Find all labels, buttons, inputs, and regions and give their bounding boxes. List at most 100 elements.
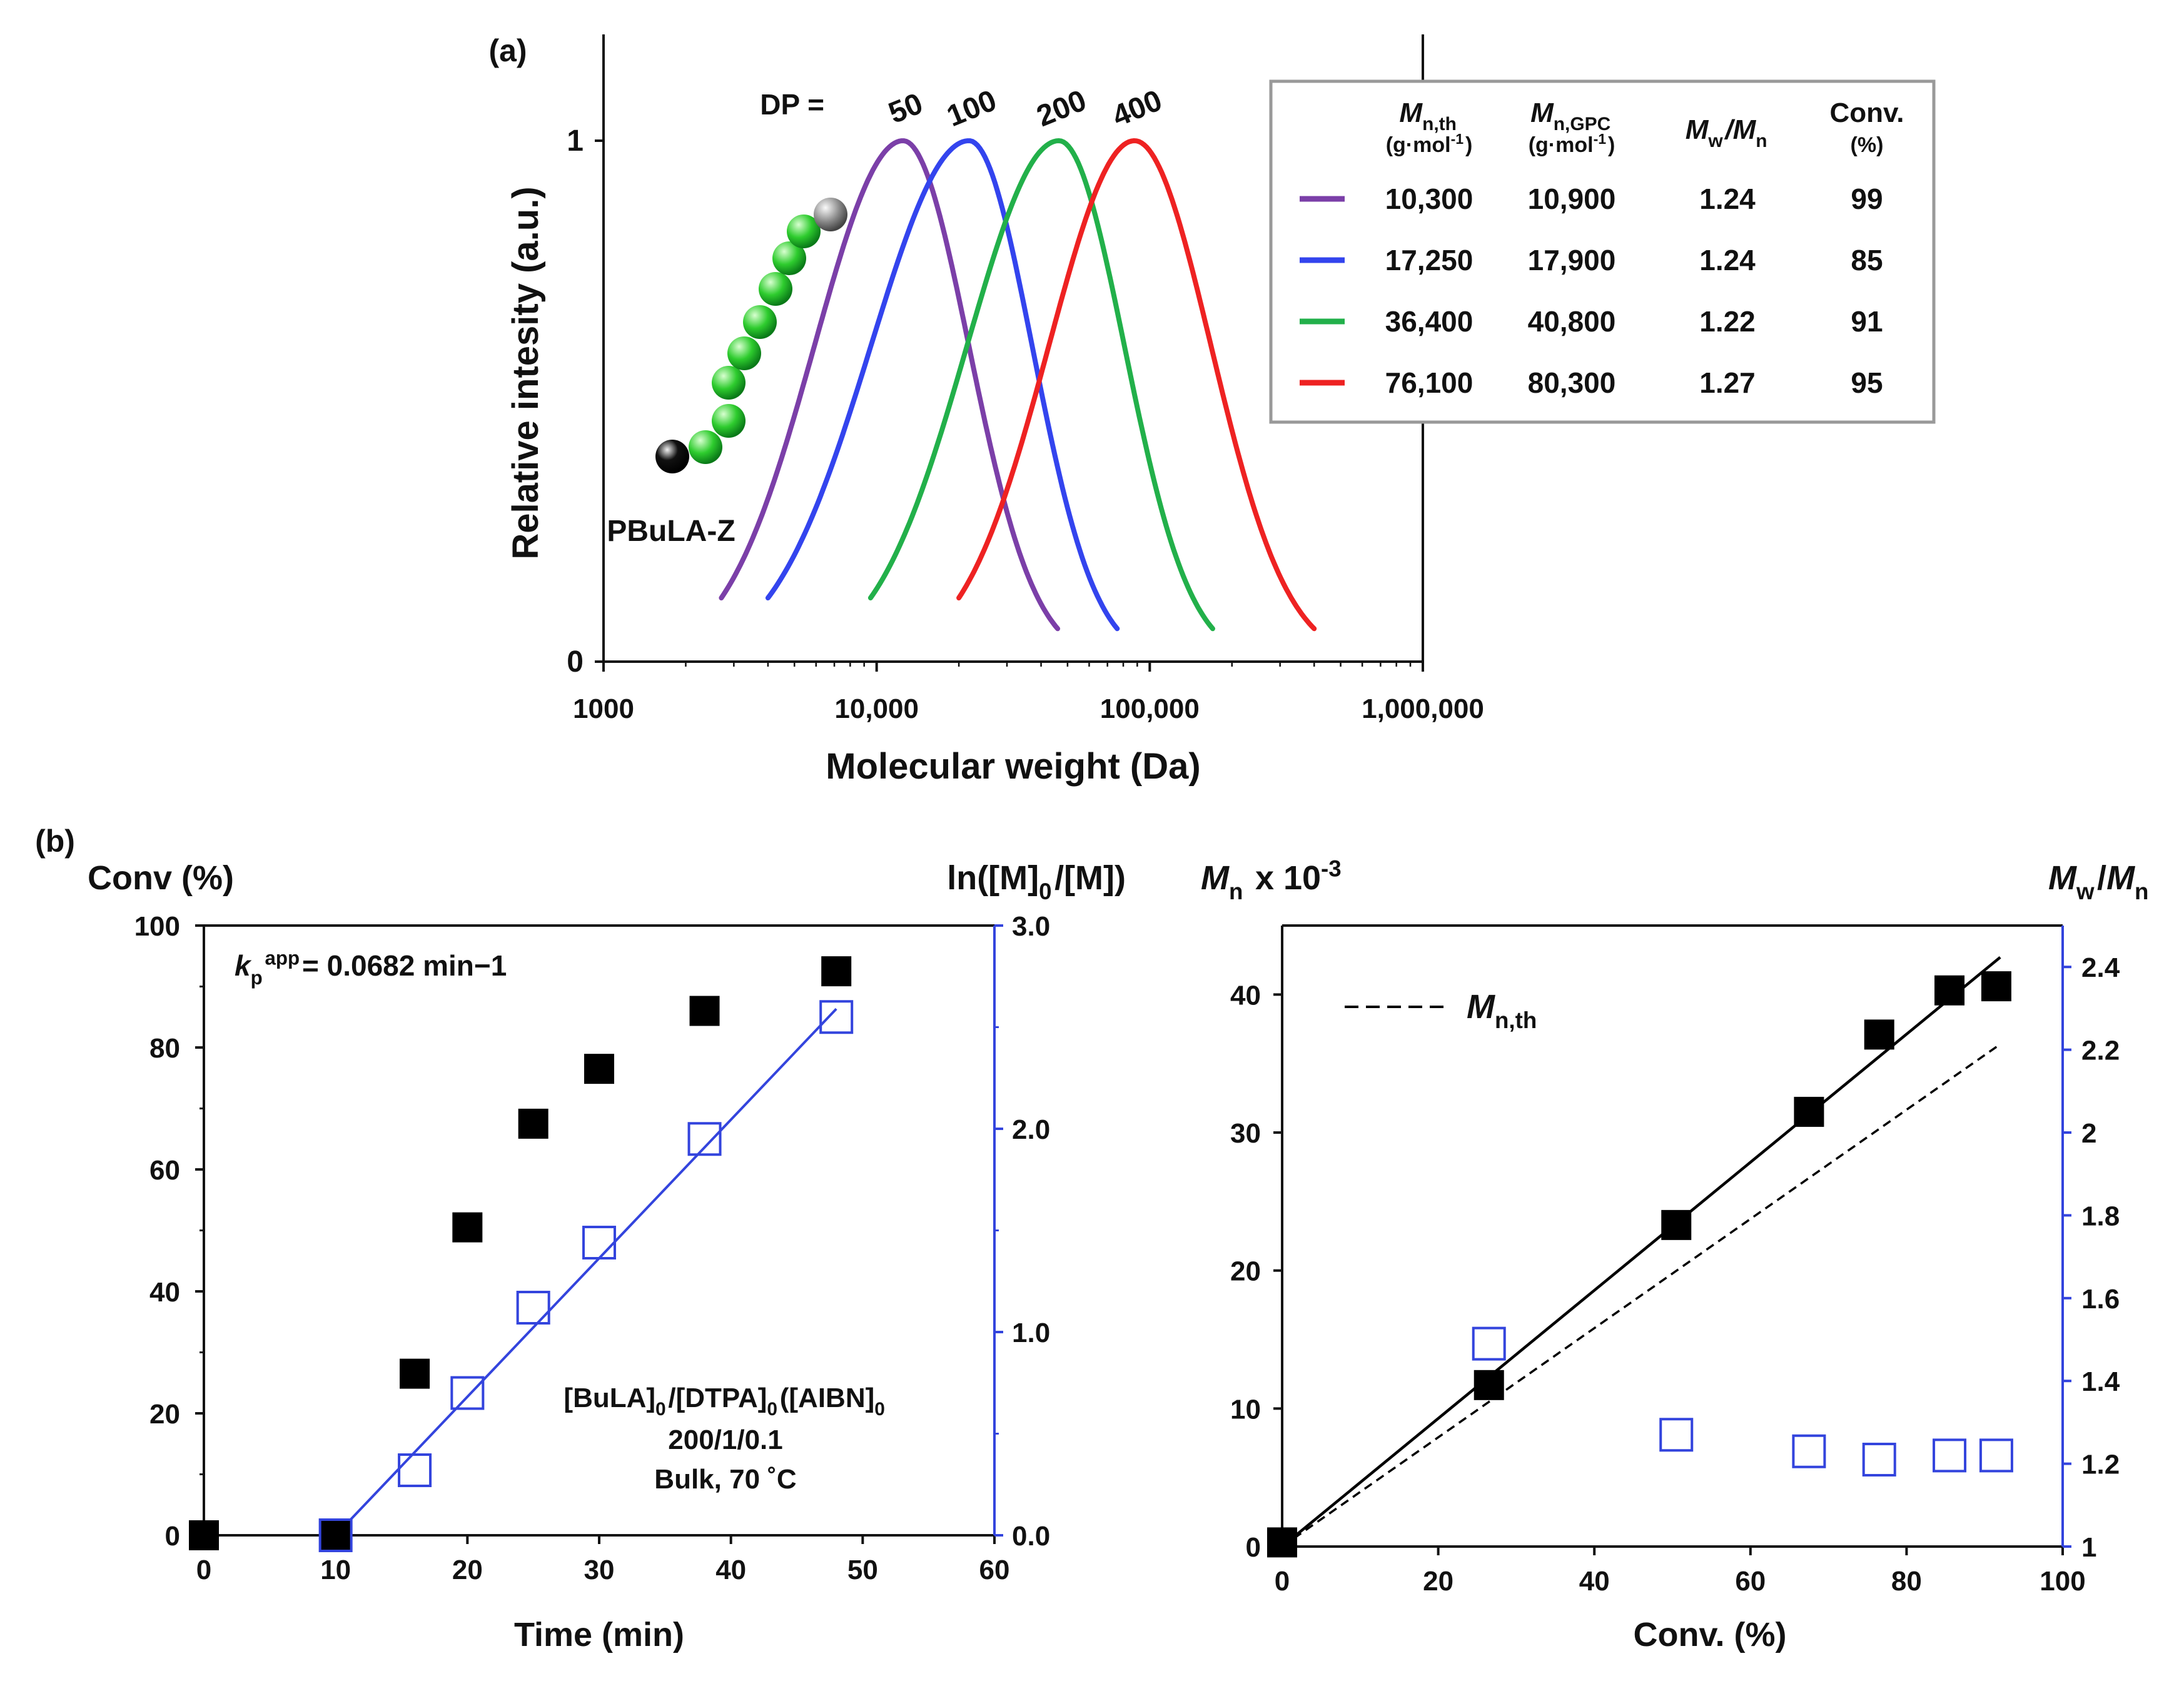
panel-a: (a) 1000 10,000 100,000 1,000,000 0 1 Molecular… (488, 33, 1936, 787)
table-cell: 1.24 (1699, 244, 1756, 276)
y2-tick-label: 1.0 (1012, 1318, 1050, 1348)
y2-tick-label: 3.0 (1012, 911, 1050, 942)
chain-end-bead (655, 440, 689, 473)
x-tick-label: 20 (1423, 1566, 1453, 1597)
chain-bead (689, 430, 722, 464)
x-tick-label: 20 (452, 1555, 483, 1585)
y-tick-label: 1 (567, 124, 584, 158)
pdi-point (1659, 1418, 1694, 1452)
conditions-line: Bulk, 70 ˚C (654, 1464, 796, 1495)
x-tick-label: 10,000 (834, 694, 919, 724)
table-cell: 17,250 (1385, 244, 1474, 276)
y2-tick-label: 0.0 (1012, 1521, 1050, 1552)
x-axis-title: Conv. (%) (1634, 1616, 1787, 1653)
chain-end-bead (814, 198, 847, 231)
table-cell: 91 (1851, 305, 1883, 338)
conv-point (320, 1520, 351, 1550)
x-tick-label: 100,000 (1100, 694, 1200, 724)
table-cell: 85 (1851, 244, 1883, 276)
mn-point (1864, 1019, 1894, 1050)
y2-tick-label: 1.6 (2081, 1284, 2120, 1315)
chain-label: PBuLA-Z (607, 515, 735, 548)
x-tick-label: 40 (715, 1555, 746, 1585)
chain-bead (787, 215, 821, 248)
pdi-point (1979, 1438, 2013, 1473)
x-axis-title: Time (min) (514, 1616, 684, 1653)
table-header-unit: (%) (1851, 133, 1884, 157)
conv-point (689, 996, 720, 1026)
x-tick-label: 10 (320, 1555, 351, 1585)
ln-point (819, 1000, 854, 1034)
y-tick-label: 60 (149, 1155, 180, 1186)
y-tick-label: 40 (1230, 980, 1261, 1011)
chain-bead (712, 366, 746, 400)
mn-point (1794, 1096, 1824, 1127)
y-tick-label: 30 (1230, 1118, 1261, 1149)
x-tick-label: 0 (196, 1555, 211, 1585)
y2-axis-title: ln([M]0 /[M]) (947, 859, 1126, 904)
dp-label: DP = (760, 88, 824, 121)
panel-label-b: (b) (35, 824, 75, 859)
table-header-unit: (g·mol-1 ) (1386, 131, 1473, 157)
ln-point (450, 1376, 485, 1410)
mn-point (1474, 1370, 1504, 1400)
table-cell: 10,300 (1385, 183, 1474, 215)
pdi-point (1862, 1442, 1896, 1476)
x-tick-label: 100 (2040, 1566, 2085, 1597)
pdi-point (1472, 1326, 1506, 1361)
x-tick-label: 60 (979, 1555, 1010, 1585)
table-cell: 10,900 (1528, 183, 1616, 215)
table-cell: 1.27 (1699, 366, 1756, 399)
x-tick-label: 30 (584, 1555, 615, 1585)
mn-point (1934, 975, 1965, 1006)
trace-400 (956, 138, 1317, 632)
dp-value-400: 400 (1108, 84, 1166, 133)
y-tick-label: 20 (149, 1399, 180, 1430)
table-header-unit: (g·mol-1 ) (1529, 131, 1615, 157)
mn-point (1267, 1527, 1297, 1558)
ln-point (687, 1122, 722, 1156)
dp-value-50: 50 (884, 87, 927, 130)
y-tick-label: 20 (1230, 1256, 1261, 1287)
table-cell: 1.24 (1699, 183, 1756, 215)
y-tick-label: 100 (134, 911, 180, 942)
chain-bead (772, 241, 806, 275)
y-tick-label: 80 (149, 1033, 180, 1064)
x-axis-title: Molecular weight (Da) (826, 746, 1200, 787)
table-cell: 99 (1851, 183, 1883, 215)
table-cell: 80,300 (1528, 366, 1616, 399)
panel-label-a: (a) (488, 33, 527, 68)
chain-bead (759, 272, 792, 306)
chain-bead (712, 404, 746, 438)
table-header: Mw /Mn (1686, 114, 1769, 151)
dp-value-200: 200 (1032, 84, 1091, 133)
panel-b-kinetics: (b) Conv (%) ln([M]0 /[M]) Time (min) 0 10 20 3… (35, 824, 1126, 1653)
mn-fit-line (1281, 956, 2001, 1548)
ln-point (582, 1226, 616, 1259)
ln-point (516, 1291, 550, 1325)
legend-table-box (1269, 79, 1936, 424)
table-header: Mn,th (1399, 98, 1459, 134)
table-cell: 76,100 (1385, 366, 1474, 399)
y2-tick-label: 2.0 (1012, 1114, 1050, 1145)
conv-point (518, 1108, 549, 1139)
y-axis-title: Relative intesity (a.u.) (505, 186, 546, 559)
table-header: Mn,GPC (1530, 98, 1613, 134)
y2-axis-title: Mw /Mn (2048, 859, 2151, 904)
conv-point (821, 956, 852, 987)
y-tick-label: 10 (1230, 1394, 1261, 1425)
y-tick-label: 40 (149, 1277, 180, 1308)
conv-point (189, 1520, 219, 1550)
y2-tick-label: 1.4 (2081, 1366, 2120, 1397)
ln-point (318, 1518, 353, 1552)
y-axis-title: Mn x 10-3 (1201, 856, 1344, 904)
x-tick-label: 1000 (573, 694, 634, 724)
y-tick-label: 0 (165, 1521, 180, 1552)
x-tick-label: 1,000,000 (1362, 694, 1484, 724)
trace-100 (765, 138, 1120, 632)
table-cell: 36,400 (1385, 305, 1474, 338)
table-header: Conv. (1830, 98, 1904, 128)
chain-bead (727, 336, 761, 370)
x-tick-label: 0 (1275, 1566, 1290, 1597)
